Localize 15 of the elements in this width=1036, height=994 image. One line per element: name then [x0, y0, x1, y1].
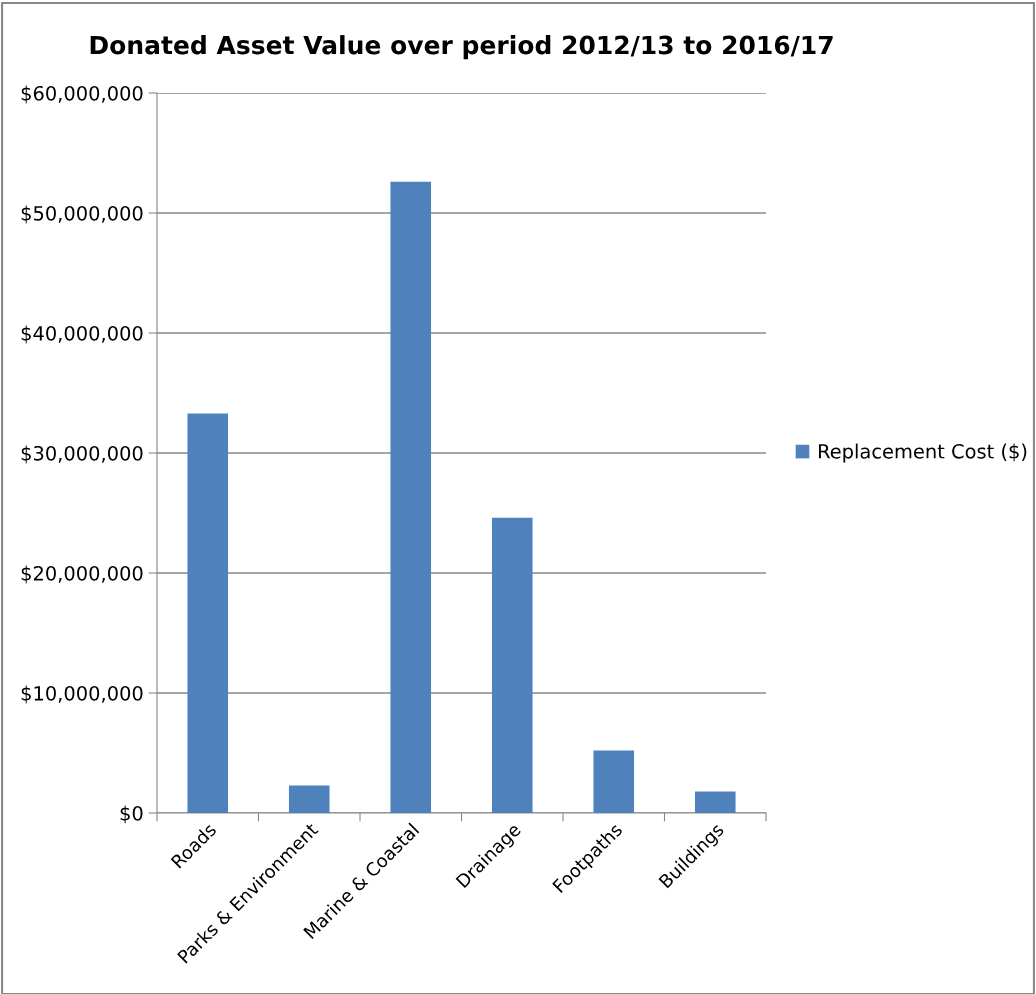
y-tick-label: $20,000,000 — [21, 565, 143, 584]
bar — [288, 785, 330, 813]
y-tick-label: $0 — [120, 805, 143, 824]
y-tick-label: $30,000,000 — [21, 445, 143, 464]
y-tick-label: $60,000,000 — [21, 85, 143, 104]
bar — [390, 181, 432, 813]
legend-label: Replacement Cost ($) — [818, 443, 1027, 463]
bar — [694, 791, 736, 813]
bar — [187, 413, 229, 813]
y-tick-label: $40,000,000 — [21, 325, 143, 344]
bar — [593, 750, 635, 813]
bar — [491, 517, 533, 813]
y-tick-label: $10,000,000 — [21, 685, 143, 704]
y-tick-label: $50,000,000 — [21, 205, 143, 224]
chart-title: Donated Asset Value over period 2012/13 to 2016/17 — [90, 35, 833, 60]
